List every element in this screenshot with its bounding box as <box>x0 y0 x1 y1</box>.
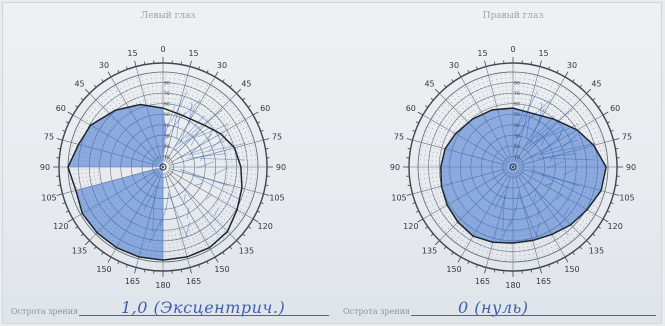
meridian-label: 60 <box>610 104 620 113</box>
meridian-label: 30 <box>567 61 577 70</box>
meridian-label: 150 <box>214 265 229 274</box>
meridian-label: 60 <box>406 104 416 113</box>
ring-degree-label: 60 <box>164 102 170 108</box>
meridian-label: 30 <box>217 61 227 70</box>
meridian-label: 30 <box>99 61 109 70</box>
ring-degree-label: 20 <box>514 144 520 150</box>
shaded-field-area <box>68 104 167 261</box>
meridian-label: 60 <box>260 104 270 113</box>
meridian-label: 135 <box>239 246 254 255</box>
meridian-label: 90 <box>390 163 400 172</box>
meridian-label: 45 <box>241 80 251 89</box>
meridian-label: 75 <box>394 132 404 141</box>
left-acuity-row: Острота зрения 1,0 (Эксцентрич.) <box>11 298 331 319</box>
meridian-label: 120 <box>608 222 623 231</box>
meridian-label: 105 <box>391 194 406 203</box>
meridian-label: 15 <box>477 49 487 58</box>
right-eye-title: Правый глаз <box>482 11 544 21</box>
field-boundary <box>440 107 607 244</box>
meridian-label: 0 <box>160 45 165 54</box>
left-acuity-value: 1,0 (Эксцентрич.) <box>121 298 286 317</box>
right-acuity-row: Острота зрения 0 (нуль) <box>343 298 658 319</box>
meridian-label: 165 <box>536 277 551 286</box>
ring-degree-label: 40 <box>164 123 170 129</box>
meridian-label: 45 <box>591 80 601 89</box>
left-acuity-line <box>79 315 329 316</box>
ring-degree-label: 20 <box>164 144 170 150</box>
ring-degree-label: 10 <box>514 154 520 160</box>
meridian-label: 180 <box>155 281 170 290</box>
meridian-label: 45 <box>424 80 434 89</box>
ring-degree-label: 50 <box>164 112 170 118</box>
meridian-label: 105 <box>619 194 634 203</box>
meridian-label: 30 <box>449 61 459 70</box>
field-boundary <box>67 103 243 261</box>
meridian-label: 90 <box>626 163 636 172</box>
meridian-label: 75 <box>272 132 282 141</box>
ring-degree-label: 30 <box>164 133 170 139</box>
meridian-label: 135 <box>422 246 437 255</box>
meridian-label: 180 <box>505 281 520 290</box>
meridian-label: 15 <box>188 49 198 58</box>
right-acuity-label: Острота зрения <box>343 307 411 316</box>
ring-degree-label: 70 <box>164 91 170 97</box>
right-acuity-line <box>411 315 656 316</box>
meridian-label: 120 <box>53 222 68 231</box>
meridian-label: 135 <box>72 246 87 255</box>
meridian-label: 150 <box>96 265 111 274</box>
meridian-label: 105 <box>41 194 56 203</box>
meridian-label: 165 <box>186 277 201 286</box>
meridian-label: 90 <box>276 163 286 172</box>
meridian-label: 135 <box>589 246 604 255</box>
left-acuity-label: Острота зрения <box>11 307 79 316</box>
shaded-field-area <box>440 108 607 243</box>
ring-degree-label: 30 <box>514 133 520 139</box>
meridian-label: 90 <box>40 163 50 172</box>
left-eye-perimetry-chart: 0 15 30 45 60 75 90 105 120 135 150 165 180 165 150 135… <box>40 45 286 290</box>
meridian-label: 60 <box>56 104 66 113</box>
right-acuity-value: 0 (нуль) <box>458 298 529 317</box>
meridian-label: 120 <box>403 222 418 231</box>
ring-degree-label: 80 <box>164 81 170 87</box>
ring-degree-label: 50 <box>514 112 520 118</box>
ring-degree-label: 60 <box>514 102 520 108</box>
meridian-label: 15 <box>538 49 548 58</box>
meridian-label: 120 <box>258 222 273 231</box>
ring-degree-label: 10 <box>164 154 170 160</box>
ring-degree-label: 80 <box>514 81 520 87</box>
meridian-label: 45 <box>74 80 84 89</box>
meridian-label: 150 <box>446 265 461 274</box>
meridian-label: 75 <box>622 132 632 141</box>
meridian-label: 165 <box>125 277 140 286</box>
right-eye-perimetry-chart: 0 15 30 45 60 75 90 105 120 135 150 165 180 165 150 135… <box>390 45 636 290</box>
ring-degree-label: 40 <box>514 123 520 129</box>
meridian-label: 75 <box>44 132 54 141</box>
meridian-label: 105 <box>269 194 284 203</box>
meridian-label: 165 <box>475 277 490 286</box>
meridian-label: 0 <box>510 45 515 54</box>
ring-degree-label: 70 <box>514 91 520 97</box>
left-eye-title: Левый глаз <box>140 11 196 21</box>
meridian-label: 150 <box>564 265 579 274</box>
meridian-label: 15 <box>127 49 137 58</box>
